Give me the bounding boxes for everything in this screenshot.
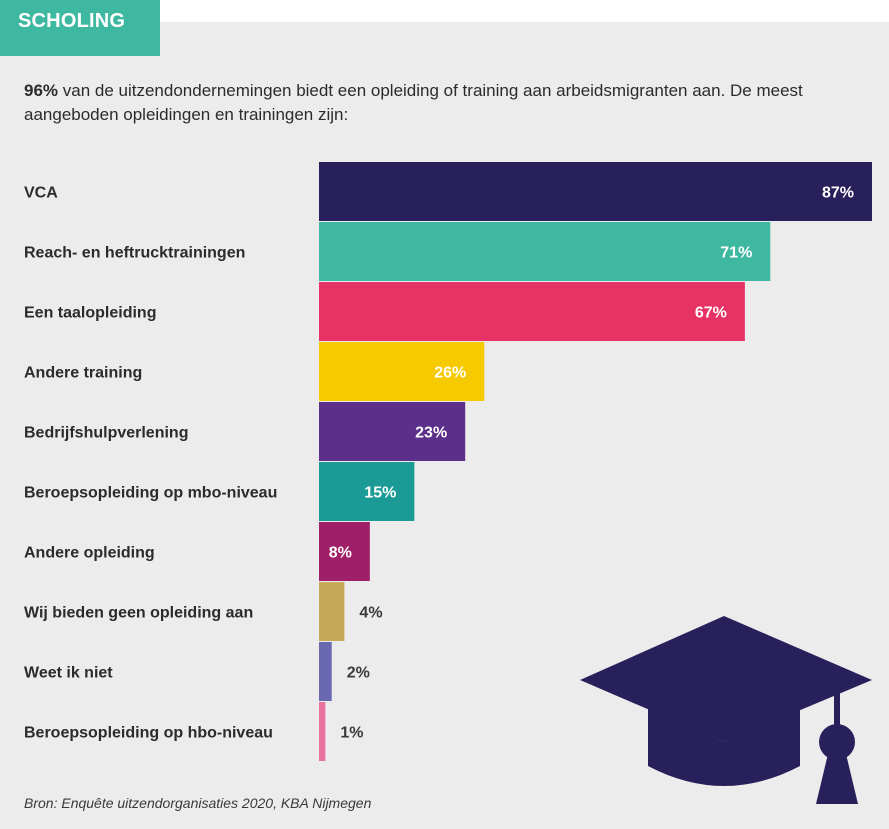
value-label: 67% bbox=[695, 305, 727, 322]
value-label: 15% bbox=[364, 485, 396, 502]
category-label: Beroepsopleiding op hbo-niveau bbox=[24, 725, 273, 742]
value-label: 26% bbox=[434, 365, 466, 382]
category-label: Beroepsopleiding op mbo-niveau bbox=[24, 485, 277, 502]
bar bbox=[319, 582, 345, 641]
bar bbox=[319, 702, 326, 761]
value-label: 87% bbox=[822, 185, 854, 202]
category-label: Wij bieden geen opleiding aan bbox=[24, 605, 253, 622]
bar bbox=[319, 162, 872, 221]
category-label: VCA bbox=[24, 185, 58, 202]
value-label: 2% bbox=[347, 665, 370, 682]
value-label: 71% bbox=[720, 245, 752, 262]
bar bbox=[319, 522, 370, 581]
value-label: 8% bbox=[329, 545, 352, 562]
intro-text: 96% van de uitzendondernemingen biedt ee… bbox=[24, 79, 814, 127]
bar bbox=[319, 462, 415, 521]
category-label: Reach- en heftrucktrainingen bbox=[24, 245, 245, 262]
intro-highlight: 96% bbox=[24, 81, 59, 100]
bar bbox=[319, 342, 485, 401]
source-note: Bron: Enquête uitzendorganisaties 2020, … bbox=[24, 795, 372, 811]
bar bbox=[319, 402, 466, 461]
category-label: Bedrijfshulpverlening bbox=[24, 425, 188, 442]
category-label: Weet ik niet bbox=[24, 665, 113, 682]
section-title: SCHOLING bbox=[0, 0, 160, 56]
graduation-cap-icon bbox=[580, 616, 872, 804]
top-strip bbox=[0, 0, 889, 22]
bar bbox=[319, 282, 745, 341]
bar bbox=[319, 222, 771, 281]
value-label: 23% bbox=[415, 425, 447, 442]
category-label: Een taalopleiding bbox=[24, 305, 156, 322]
bar bbox=[319, 642, 332, 701]
category-label: Andere opleiding bbox=[24, 545, 155, 562]
intro-body: van de uitzendondernemingen biedt een op… bbox=[24, 81, 803, 124]
value-label: 1% bbox=[340, 725, 363, 742]
value-label: 4% bbox=[359, 605, 382, 622]
category-label: Andere training bbox=[24, 365, 142, 382]
